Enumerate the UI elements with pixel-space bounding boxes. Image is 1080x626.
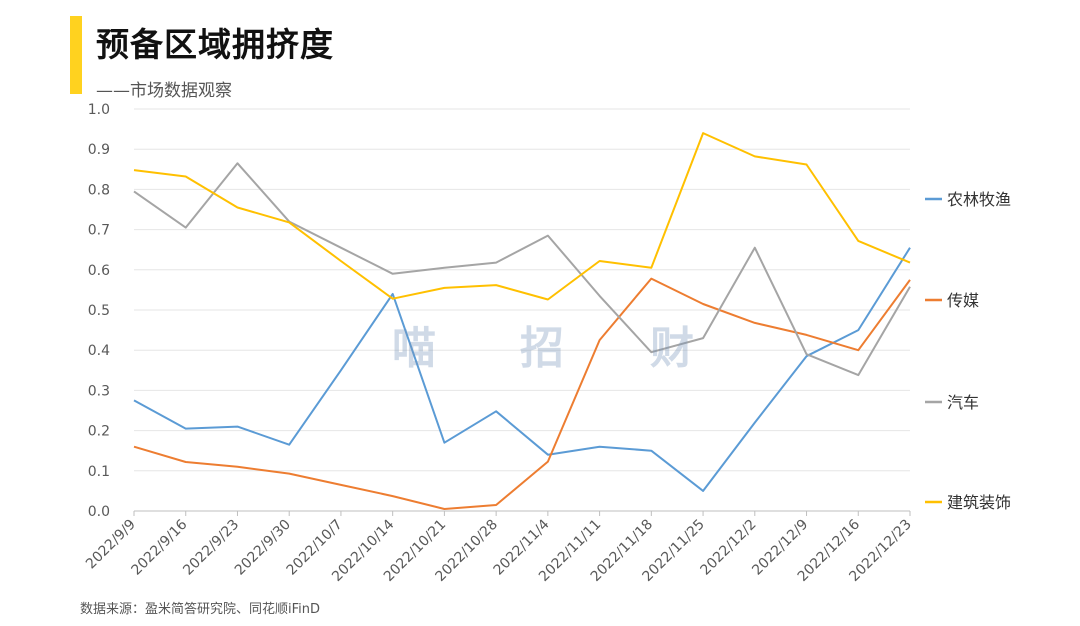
series-line-2: [133, 277, 911, 510]
page-title: 预备区域拥挤度: [96, 25, 334, 64]
y-tick-label: 0.7: [88, 223, 110, 239]
y-tick-label: 0.0: [88, 504, 110, 520]
series-line-1: [133, 247, 911, 492]
legend-label: 传媒: [947, 291, 979, 310]
legend-label: 建筑装饰: [947, 493, 1011, 512]
y-tick-label: 0.4: [88, 343, 110, 359]
y-tick-label: 0.6: [88, 263, 110, 279]
page-subtitle: ——市场数据观察: [96, 81, 232, 101]
legend-label: 汽车: [947, 393, 979, 412]
watermark-char-2: 招: [520, 323, 566, 374]
watermark-char-3: 财: [650, 323, 696, 374]
y-tick-label: 0.9: [88, 142, 110, 158]
legend-label: 农林牧渔: [947, 190, 1011, 209]
y-tick-label: 1.0: [88, 102, 110, 118]
y-tick-label: 0.1: [88, 464, 110, 480]
y-tick-label: 0.3: [88, 383, 110, 399]
title-accent-bar: [70, 16, 82, 94]
series-line-3: [133, 162, 911, 377]
y-tick-label: 0.5: [88, 303, 110, 319]
data-source-note: 数据来源：盈米简答研究院、同花顺iFinD: [80, 602, 321, 617]
watermark-char-1: 喵: [392, 323, 438, 374]
y-tick-label: 0.8: [88, 182, 110, 198]
series-line-4: [133, 132, 911, 301]
y-tick-label: 0.2: [88, 424, 110, 440]
